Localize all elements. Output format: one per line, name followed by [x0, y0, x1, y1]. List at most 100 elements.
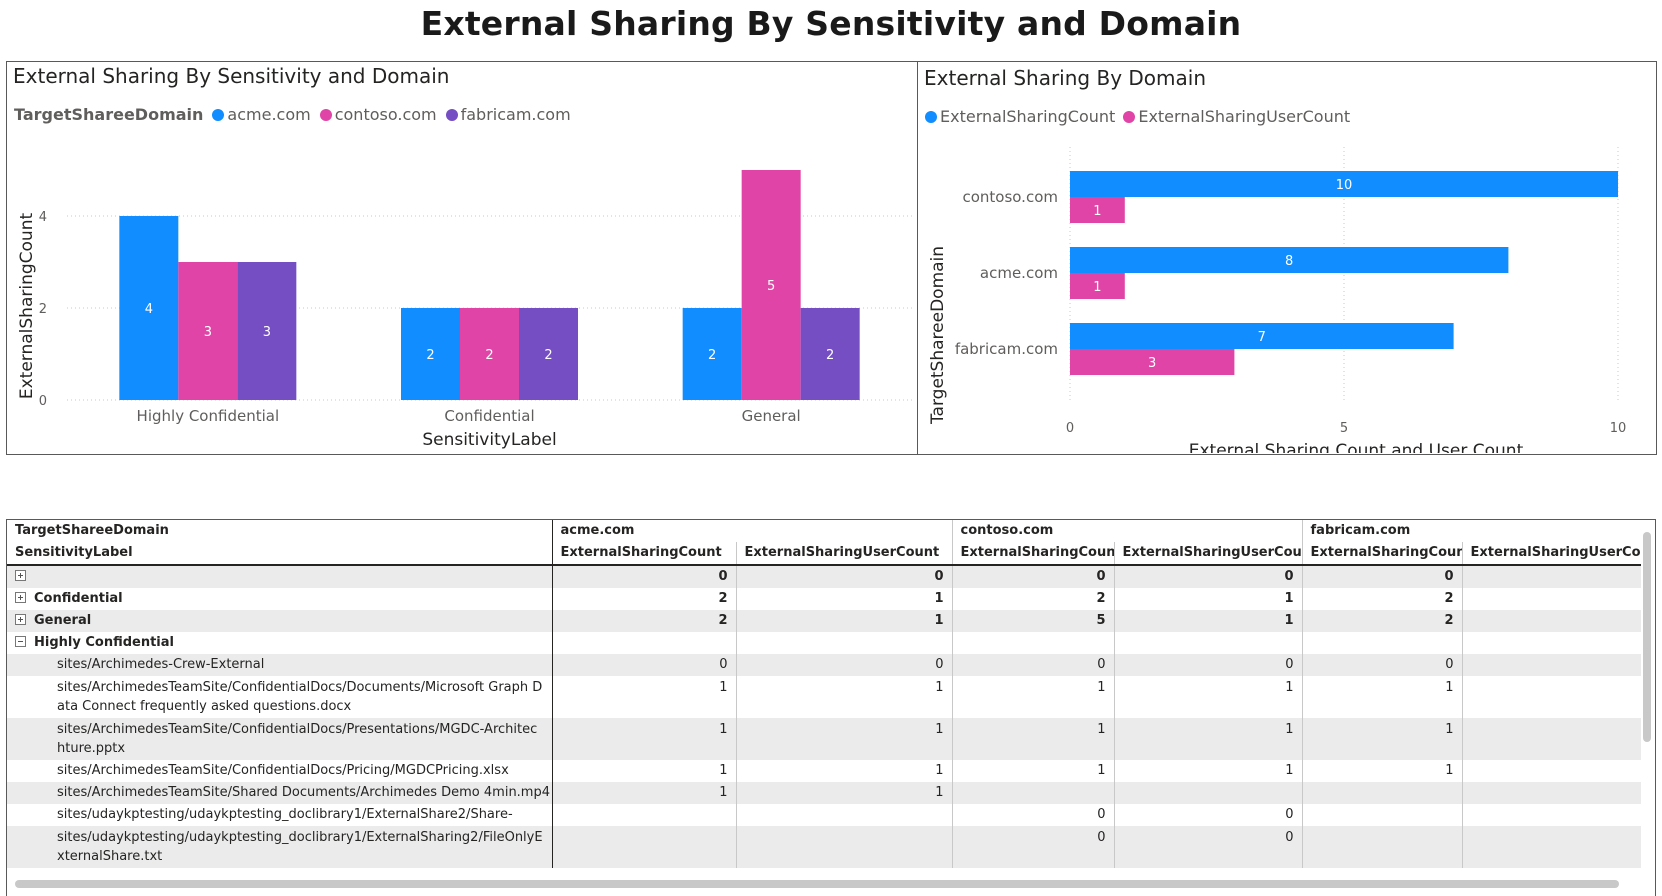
chart-sharing-by-domain[interactable]: External Sharing By Domain ExternalShari… — [917, 61, 1657, 455]
table-cell: 1 — [735, 782, 952, 804]
table-cell: 0 — [951, 826, 1114, 868]
table-cell — [1301, 804, 1463, 826]
col-header-measure[interactable]: ExternalSharingUserCour — [1461, 542, 1642, 566]
table-cell — [1461, 632, 1642, 654]
col-header-domain-acme[interactable]: acme.com — [560, 523, 635, 538]
x-tick-label: 5 — [1340, 421, 1348, 436]
table-row[interactable]: sites/ArchimedesTeamSite/ConfidentialDoc… — [7, 760, 1642, 782]
x-axis-title: SensitivityLabel — [422, 430, 556, 450]
table-cell — [552, 804, 736, 826]
collapse-icon[interactable] — [15, 636, 26, 647]
legend-item-acme[interactable]: acme.com — [212, 105, 311, 124]
table-row[interactable]: Highly Confidential — [7, 632, 1642, 654]
table-cell: 1 — [735, 588, 952, 610]
col-header-measure[interactable]: ExternalSharingCount — [951, 542, 1114, 566]
legend-item-user-count[interactable]: ExternalSharingUserCount — [1123, 107, 1350, 126]
table-cell — [1461, 676, 1642, 718]
expand-icon[interactable] — [15, 570, 26, 581]
legend-item-contoso[interactable]: contoso.com — [319, 105, 437, 124]
col-header-measure[interactable]: ExternalSharingCount — [552, 542, 736, 566]
table-cell: 1 — [951, 718, 1114, 760]
bar-contoso — [178, 262, 238, 400]
row-label: sites/Archimedes-Crew-External — [7, 654, 553, 676]
row-label: sites/ArchimedesTeamSite/ConfidentialDoc… — [7, 676, 553, 718]
chart-legend: TargetShareeDomain acme.com contoso.com … — [14, 105, 580, 124]
bar-acme — [401, 308, 460, 400]
table-row[interactable]: sites/ArchimedesTeamSite/Shared Document… — [7, 782, 1642, 804]
legend-item-fabricam[interactable]: fabricam.com — [445, 105, 571, 124]
table-cell: 0 — [951, 565, 1114, 588]
data-label: 8 — [1285, 254, 1293, 269]
table-cell — [1461, 760, 1642, 782]
table-cell: 0 — [1113, 565, 1303, 588]
bar-fabricam — [800, 308, 860, 400]
row-label: sites/ArchimedesTeamSite/Shared Document… — [7, 782, 553, 804]
table-row[interactable]: sites/ArchimedesTeamSite/ConfidentialDoc… — [7, 676, 1642, 718]
table-cell — [1461, 654, 1642, 676]
data-label: 2 — [708, 348, 716, 363]
x-tick-label: 0 — [1066, 421, 1074, 436]
table-row[interactable]: General 2 1 5 1 2 — [7, 610, 1642, 632]
data-label: 3 — [1148, 356, 1156, 371]
bar-ExternalSharingUserCount — [1070, 273, 1125, 299]
table-cell: 0 — [1113, 826, 1303, 868]
col-header-measure[interactable]: ExternalSharingCount — [1301, 542, 1463, 566]
table-cell: 1 — [719, 763, 728, 778]
horizontal-scrollbar[interactable] — [15, 880, 1619, 888]
legend-item-sharing-count[interactable]: ExternalSharingCount — [925, 107, 1115, 126]
table-row[interactable]: sites/udaykptesting/udaykptesting_doclib… — [7, 826, 1642, 868]
table-cell: 0 — [1301, 565, 1463, 588]
table-cell — [1461, 718, 1642, 760]
table-cell: 1 — [1113, 610, 1303, 632]
row-label-text: Confidential — [34, 591, 123, 606]
table-cell: 1 — [735, 676, 952, 718]
legend-dot — [212, 108, 225, 121]
data-label: 1 — [1093, 280, 1101, 295]
table-cell — [1461, 588, 1642, 610]
row-label: sites/udaykptesting/udaykptesting_doclib… — [7, 804, 553, 826]
row-label-text: sites/ArchimedesTeamSite/ConfidentialDoc… — [57, 763, 509, 778]
table-cell: 0 — [735, 565, 952, 588]
row-label-text: sites/ArchimedesTeamSite/Shared Document… — [57, 785, 550, 800]
legend-dot — [1123, 110, 1136, 123]
table-cell: 1 — [1301, 718, 1463, 760]
table-row[interactable]: sites/udaykptesting/udaykptesting_doclib… — [7, 804, 1642, 826]
sharing-matrix[interactable]: TargetShareeDomain acme.com contoso.com … — [6, 519, 1656, 896]
col-header-measure[interactable]: ExternalSharingUserCount — [735, 542, 952, 566]
row-label-text: sites/udaykptesting/udaykptesting_doclib… — [57, 807, 513, 822]
vertical-scrollbar[interactable] — [1643, 532, 1651, 742]
data-label: 7 — [1258, 330, 1266, 345]
table-row[interactable]: sites/Archimedes-Crew-External 0 0 0 0 0 — [7, 654, 1642, 676]
legend-label: ExternalSharingCount — [940, 107, 1116, 126]
row-label: sites/ArchimedesTeamSite/ConfidentialDoc… — [7, 718, 553, 760]
table-cell: 2 — [718, 591, 728, 606]
matrix-table: TargetShareeDomain acme.com contoso.com … — [7, 520, 1642, 868]
y-tick-label: 0 — [39, 394, 47, 409]
matrix-header-domain-row: TargetShareeDomain acme.com contoso.com … — [7, 520, 1642, 542]
table-row[interactable]: sites/ArchimedesTeamSite/ConfidentialDoc… — [7, 718, 1642, 760]
expand-icon[interactable] — [15, 592, 26, 603]
col-header-domain-contoso[interactable]: contoso.com — [951, 520, 1303, 542]
x-tick-label: Highly Confidential — [137, 407, 280, 425]
table-cell: 1 — [1301, 676, 1463, 718]
bar-chart-plot: 0 5 10 10 1 contoso.com 8 1 acme.com 7 3 fabricam.c… — [928, 147, 1626, 453]
table-cell: 2 — [951, 588, 1114, 610]
table-cell — [1461, 782, 1642, 804]
table-cell — [1301, 632, 1463, 654]
col-header-domain-fabricam[interactable]: fabricam.com — [1301, 520, 1642, 542]
table-cell — [1113, 782, 1303, 804]
table-cell — [1113, 632, 1303, 654]
bar-fabricam — [237, 262, 297, 400]
data-label: 1 — [1093, 204, 1101, 219]
table-cell: 1 — [1113, 676, 1303, 718]
y-axis-title: ExternalSharingCount — [17, 213, 37, 400]
row-label-text: sites/ArchimedesTeamSite/ConfidentialDoc… — [57, 680, 543, 714]
table-cell: 2 — [1301, 610, 1463, 632]
table-cell: 0 — [951, 654, 1114, 676]
expand-icon[interactable] — [15, 614, 26, 625]
chart-sharing-by-sensitivity[interactable]: External Sharing By Sensitivity and Doma… — [6, 61, 918, 455]
table-row[interactable]: Confidential 2 1 2 1 2 — [7, 588, 1642, 610]
col-header-measure[interactable]: ExternalSharingUserCount — [1113, 542, 1303, 566]
x-tick-label: General — [742, 407, 801, 425]
